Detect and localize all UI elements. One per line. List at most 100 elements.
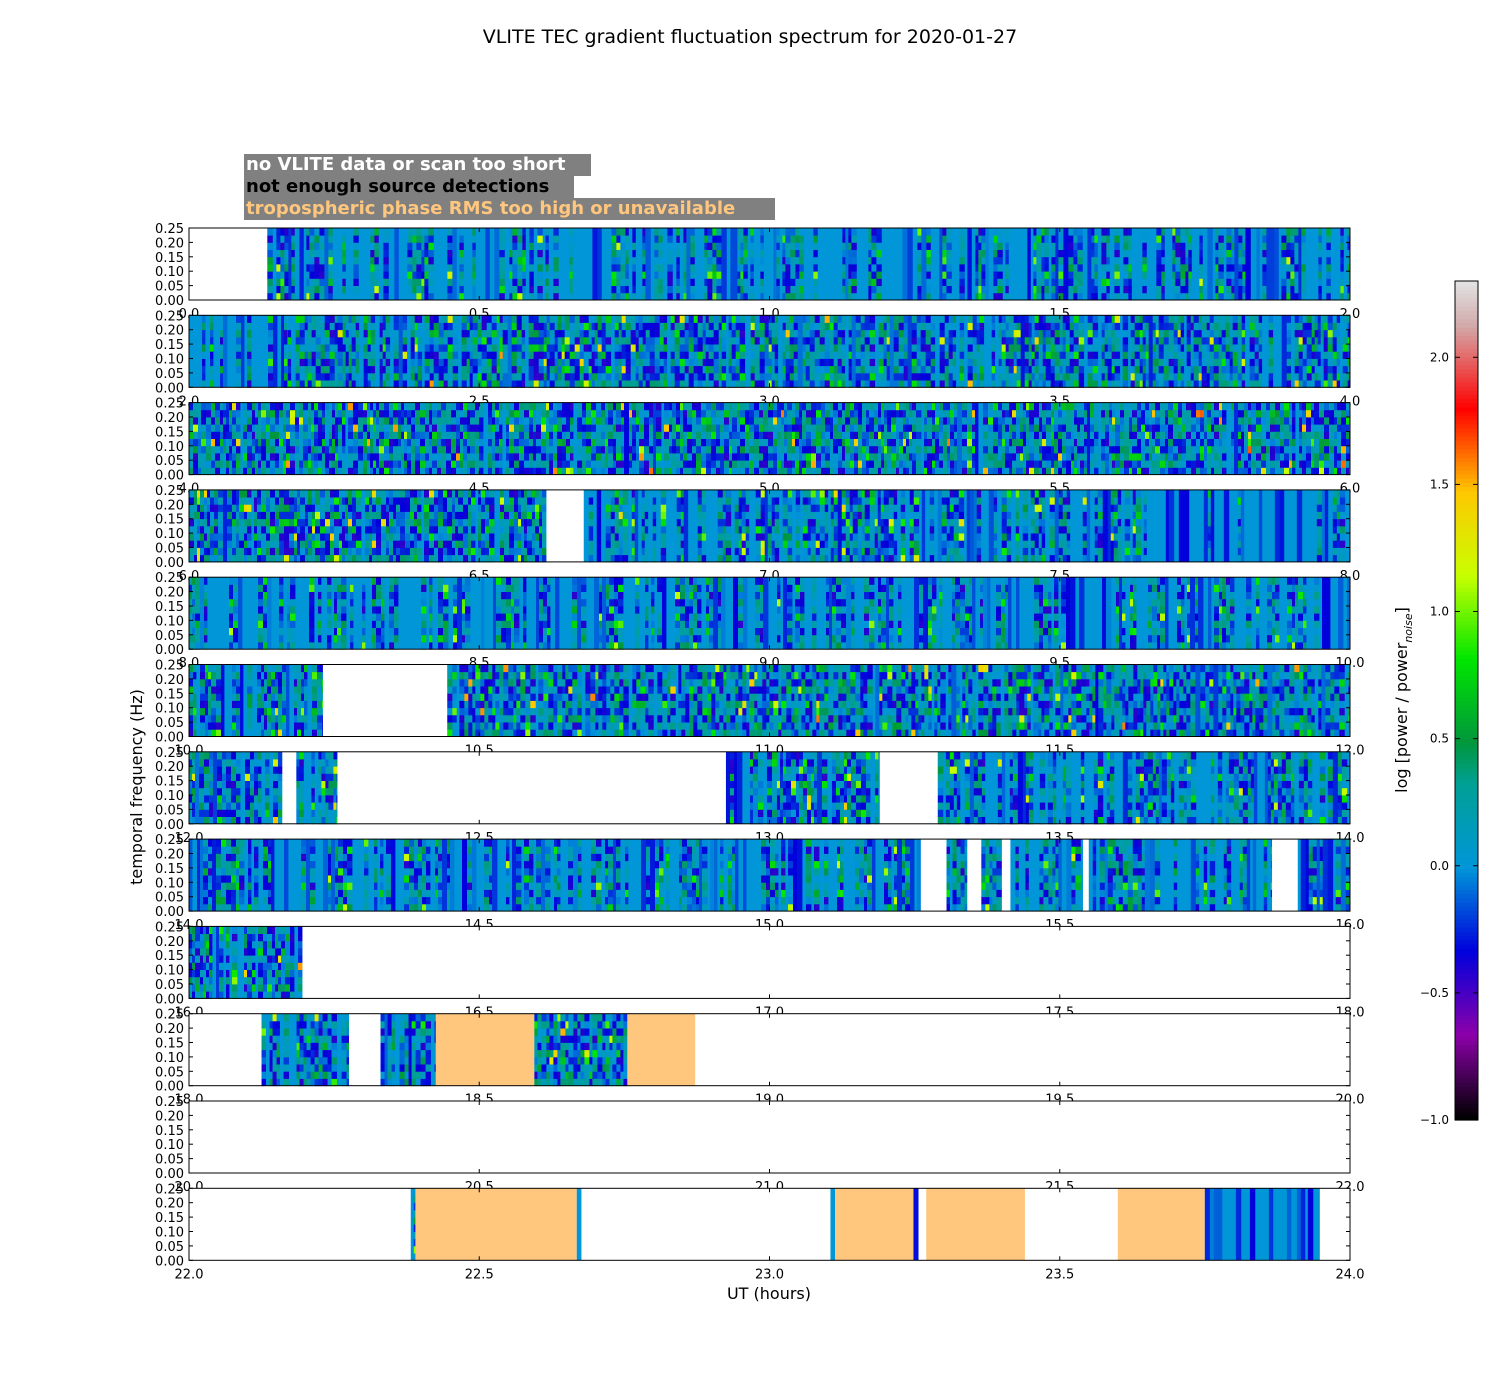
y-tick-label: 0.05 [155, 1065, 184, 1080]
y-tick-label: 0.20 [155, 848, 184, 863]
data-segment [830, 1188, 836, 1261]
flag-region [1117, 1188, 1205, 1261]
y-tick-label: 0.15 [155, 949, 184, 964]
y-tick-label: 0.15 [155, 600, 184, 615]
x-tick-label: 22.5 [465, 1267, 494, 1282]
y-tick-label: 0.10 [155, 440, 184, 455]
data-segment [1146, 489, 1350, 563]
data-segment [725, 751, 880, 825]
y-tick-label: 0.10 [155, 614, 184, 629]
data-segment [287, 315, 1351, 388]
y-tick-label: 0.05 [155, 542, 184, 557]
panel-background [189, 926, 1350, 999]
data-segment [189, 489, 547, 563]
y-tick-label: 0.05 [155, 716, 184, 731]
y-tick-label: 0.00 [155, 1080, 184, 1095]
y-tick-label: 0.10 [155, 876, 184, 891]
data-segment [189, 751, 283, 825]
y-tick-label: 0.25 [155, 920, 184, 935]
data-segment [913, 1188, 919, 1261]
data-segment [267, 228, 1351, 301]
colorbar-frame [1454, 280, 1479, 1121]
y-tick-label: 0.05 [155, 891, 184, 906]
y-tick-label: 0.20 [155, 324, 184, 339]
y-tick-label: 0.00 [155, 818, 184, 833]
y-tick-label: 0.25 [155, 484, 184, 499]
y-tick-label: 0.20 [155, 935, 184, 950]
y-axis-label: temporal frequency (Hz) [127, 689, 146, 885]
data-segment [576, 1188, 582, 1261]
legend-box-1 [244, 176, 574, 198]
flag-region [415, 1188, 577, 1261]
y-tick-label: 0.05 [155, 280, 184, 295]
y-tick-label: 0.00 [155, 556, 184, 571]
data-segment [261, 1013, 350, 1087]
x-tick-label: 23.0 [755, 1267, 784, 1282]
data-segment [189, 839, 921, 912]
y-tick-label: 0.00 [155, 905, 184, 920]
y-tick-label: 0.15 [155, 775, 184, 790]
y-tick-label: 0.00 [155, 643, 184, 658]
y-tick-label: 0.15 [155, 1037, 184, 1052]
data-segment [981, 839, 1002, 912]
y-tick-label: 0.20 [155, 498, 184, 513]
y-tick-label: 0.05 [155, 803, 184, 818]
y-tick-label: 0.25 [155, 309, 184, 324]
y-tick-label: 0.10 [155, 964, 184, 979]
colorbar-tick-label: −0.5 [1420, 986, 1449, 1000]
y-tick-label: 0.20 [155, 760, 184, 775]
y-tick-label: 0.20 [155, 236, 184, 251]
y-tick-label: 0.15 [155, 1124, 184, 1139]
y-tick-label: 0.05 [155, 367, 184, 382]
legend-label-2: tropospheric phase RMS too high or unava… [246, 198, 735, 219]
y-tick-label: 0.25 [155, 659, 184, 674]
y-tick-label: 0.00 [155, 469, 184, 484]
y-tick-label: 0.15 [155, 425, 184, 440]
panel-3: 0.000.050.100.150.200.256.0 6.5 7.0 7.5 8.0 [155, 484, 1360, 584]
y-tick-label: 0.05 [155, 629, 184, 644]
panel-11: 0.000.050.100.150.200.25 22.0 22.5 23.0 23.5… [155, 1182, 1364, 1282]
y-tick-label: 0.15 [155, 687, 184, 702]
y-tick-label: 0.25 [155, 1095, 184, 1110]
y-tick-label: 0.00 [155, 294, 184, 309]
panel-background [189, 1013, 1350, 1086]
y-tick-label: 0.10 [155, 1226, 184, 1241]
y-tick-label: 0.15 [155, 338, 184, 353]
y-tick-label: 0.05 [155, 1240, 184, 1255]
y-tick-label: 0.25 [155, 746, 184, 761]
chart-title: VLITE TEC gradient fluctuation spectrum … [483, 26, 1017, 48]
data-segment [946, 839, 968, 912]
data-segment [296, 751, 338, 825]
y-tick-label: 0.20 [155, 586, 184, 601]
y-tick-label: 0.05 [155, 1153, 184, 1168]
y-tick-label: 0.10 [155, 702, 184, 717]
flag-region [627, 1013, 696, 1086]
y-tick-label: 0.10 [155, 1138, 184, 1153]
panel-4: 0.000.050.100.150.200.258.0 8.5 9.0 9.5 10.0 [155, 571, 1364, 671]
data-segment [583, 489, 1148, 563]
y-tick-label: 0.25 [155, 571, 184, 586]
x-tick-label: 23.5 [1045, 1267, 1074, 1282]
y-tick-label: 0.25 [155, 833, 184, 848]
y-tick-label: 0.00 [155, 731, 184, 746]
y-tick-label: 0.15 [155, 1211, 184, 1226]
y-tick-label: 0.10 [155, 527, 184, 542]
data-segment [1204, 1188, 1320, 1261]
x-tick-label: 24.0 [1336, 1267, 1365, 1282]
data-segment [937, 751, 1350, 825]
y-tick-label: 0.10 [155, 1051, 184, 1066]
legend-box-0 [244, 154, 591, 176]
y-tick-label: 0.20 [155, 1109, 184, 1124]
legend-label-1: not enough source detections [246, 176, 549, 197]
colorbar-tick-label: 1.0 [1430, 605, 1449, 619]
data-segment [189, 926, 303, 999]
colorbar-tick-label: 2.0 [1430, 350, 1449, 364]
data-segment [1297, 839, 1351, 912]
data-segment [189, 315, 288, 388]
legend-label-0: no VLITE data or scan too short [246, 154, 566, 175]
x-axis-label: UT (hours) [727, 1284, 811, 1303]
data-segment [1010, 839, 1083, 912]
